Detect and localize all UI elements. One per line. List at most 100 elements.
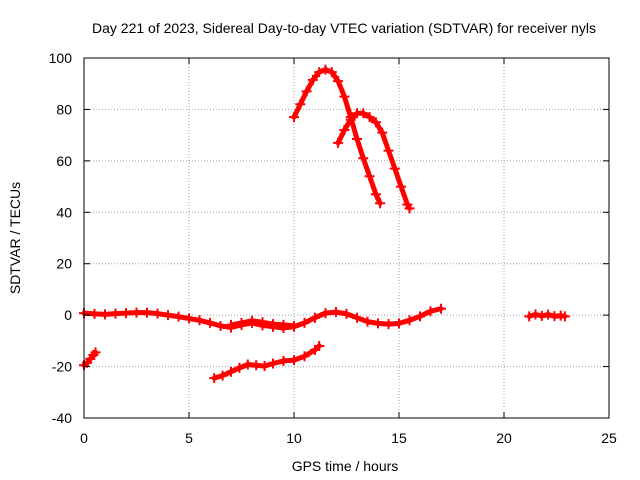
data-point [299, 351, 310, 362]
data-point [373, 318, 383, 329]
data-point [299, 317, 310, 328]
data-point [314, 341, 325, 351]
data-point [536, 310, 547, 321]
series-arc-early-negative [79, 347, 101, 371]
data-point [234, 362, 245, 373]
axis-ticks: -40 -20 0 20 40 60 80 100 0 5 10 15 20 25 [49, 50, 617, 446]
data-point [226, 366, 236, 377]
data-point [209, 373, 220, 384]
data-point [301, 86, 312, 97]
series-arc-high-2 [333, 108, 415, 214]
y-axis-label: SDTVAR / TECUs [7, 182, 23, 294]
data-point [110, 308, 121, 319]
data-point [247, 315, 257, 326]
data-point [307, 74, 318, 85]
data-point [530, 309, 541, 320]
data-point [278, 355, 289, 366]
data-point [358, 153, 369, 164]
data-point [152, 308, 163, 319]
data-point [259, 361, 270, 372]
series-arc-late [524, 309, 570, 322]
data-point [289, 320, 299, 331]
data-point [236, 317, 247, 328]
data-point [436, 303, 446, 314]
data-point [543, 309, 554, 320]
data-point [415, 311, 425, 322]
data-point [352, 134, 362, 144]
data-point [320, 64, 331, 75]
data-point [364, 171, 375, 182]
data-point [404, 203, 415, 214]
data-point [339, 91, 350, 102]
data-point [205, 317, 215, 328]
data-point [377, 127, 388, 138]
y-tick-label: -40 [52, 410, 72, 426]
data-point [339, 125, 350, 135]
grid [84, 58, 609, 418]
data-point [131, 307, 142, 318]
data-point [333, 76, 344, 87]
x-axis-label: GPS time / hours [292, 458, 399, 474]
data-point [362, 316, 373, 327]
data-point [278, 319, 289, 330]
data-point [383, 145, 394, 156]
data-point [100, 309, 110, 320]
data-point [289, 112, 299, 123]
y-tick-label: 40 [56, 204, 72, 220]
x-tick-label: 0 [80, 430, 88, 446]
x-tick-label: 10 [286, 430, 302, 446]
data-point [217, 370, 228, 381]
data-point [289, 355, 299, 366]
data-point [257, 317, 268, 328]
data-point [121, 308, 131, 319]
data-point [326, 67, 337, 78]
x-tick-label: 15 [391, 430, 407, 446]
data-point [215, 320, 226, 331]
data-point [364, 112, 375, 123]
data-point [268, 358, 278, 369]
x-tick-label: 20 [496, 430, 512, 446]
data-point [163, 310, 173, 321]
data-point [194, 315, 205, 326]
y-tick-label: 80 [56, 101, 72, 117]
data-point [404, 315, 415, 326]
series-arc-negative-mid [209, 341, 325, 384]
data-point [524, 311, 535, 322]
data-point [389, 163, 400, 174]
data-point [226, 319, 236, 330]
y-tick-label: -20 [52, 359, 72, 375]
series-arc-baseline-secondary [226, 315, 299, 331]
x-tick-label: 5 [185, 430, 193, 446]
data-point [375, 198, 386, 209]
data-point [425, 306, 436, 317]
data-point [394, 318, 404, 329]
data-point [333, 137, 344, 148]
data-point [331, 307, 341, 318]
data-point [559, 311, 570, 322]
series-arc-high-1 [289, 64, 386, 209]
series-group [79, 64, 570, 384]
data-point [90, 347, 101, 358]
y-tick-label: 60 [56, 153, 72, 169]
data-point [295, 99, 306, 110]
data-point [142, 307, 152, 318]
data-point [352, 312, 362, 323]
data-point [358, 108, 369, 119]
data-point [370, 117, 381, 128]
data-point [370, 189, 381, 200]
data-point [184, 313, 194, 324]
data-point [345, 114, 356, 125]
plot-frame [83, 57, 610, 419]
data-point [320, 308, 331, 319]
series-line [211, 343, 322, 381]
y-tick-label: 0 [64, 307, 72, 323]
data-point [251, 360, 262, 371]
data-point [173, 311, 184, 322]
y-tick-label: 20 [56, 256, 72, 272]
x-tick-label: 25 [601, 430, 617, 446]
data-point [314, 67, 325, 78]
data-point [396, 181, 407, 192]
data-point [310, 312, 320, 323]
data-point [341, 308, 352, 319]
